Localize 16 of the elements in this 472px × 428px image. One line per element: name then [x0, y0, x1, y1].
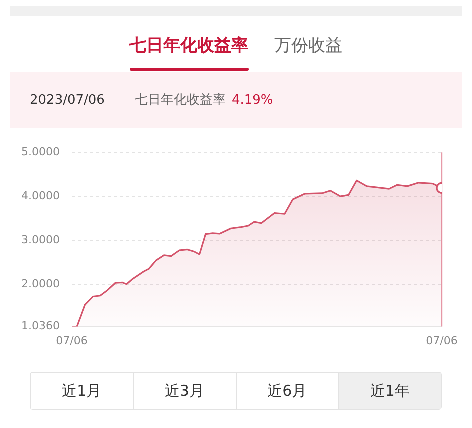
text: 近6月: [236, 373, 338, 409]
chart-title: 七日年化收益率: [130, 35, 248, 58]
text: 七日年化收益率: [134, 92, 226, 109]
y-tick-label: 1.0360: [22, 320, 60, 333]
y-tick-label: 4.0000: [22, 189, 60, 202]
text: 近1年: [338, 373, 441, 409]
text: 万份收益: [274, 35, 342, 58]
text: 4.19%: [232, 92, 274, 108]
text: 近3月: [132, 373, 236, 409]
text: 近1月: [31, 373, 133, 409]
x-tick-label: 07/06: [426, 334, 458, 348]
y-tick-label: 2.0000: [22, 277, 60, 290]
x-tick-label: 07/06: [56, 334, 88, 348]
y-tick-label: 3.0000: [22, 233, 60, 246]
text: 2023/07/06: [30, 92, 105, 108]
y-tick-label: 5.0000: [22, 145, 60, 158]
